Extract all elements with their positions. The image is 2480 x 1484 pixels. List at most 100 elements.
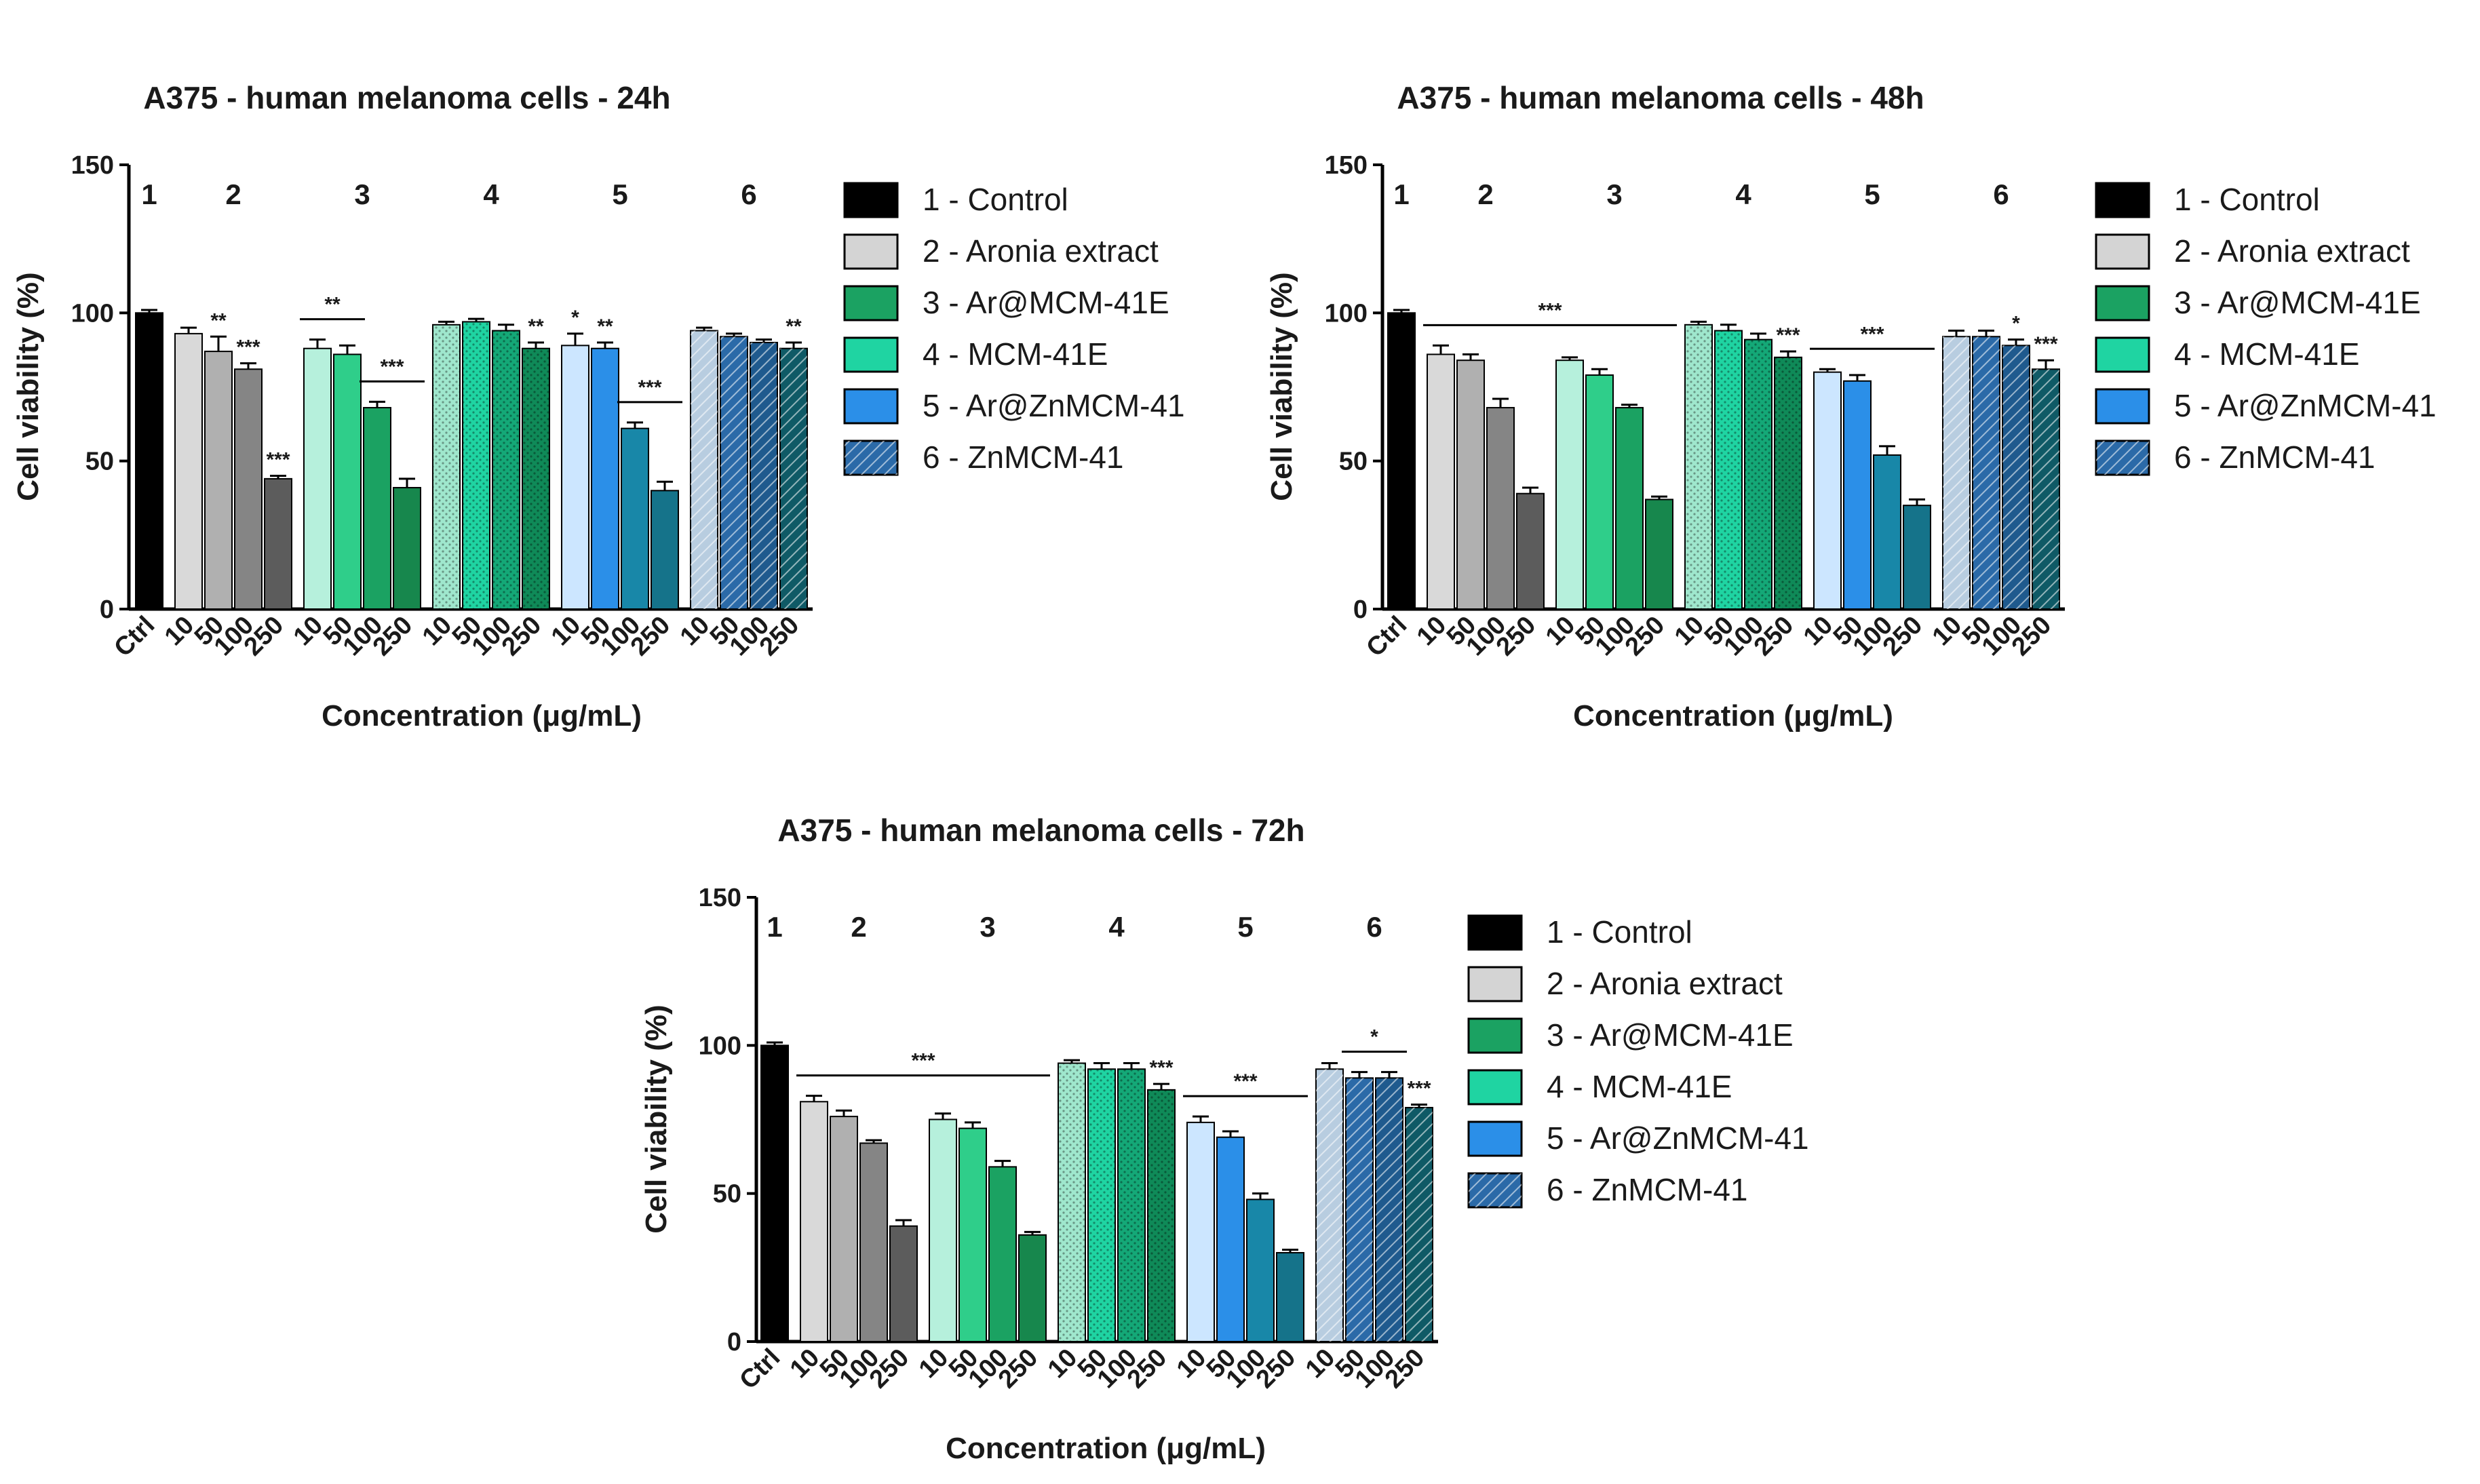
significance-label: ***	[236, 336, 260, 359]
legend-swatch	[2095, 182, 2150, 218]
y-axis-title: Cell viability (%)	[1265, 272, 1298, 501]
y-tick-label: 50	[85, 448, 114, 476]
significance-label: *	[2012, 313, 2020, 335]
bar-hatch-pattern	[720, 336, 748, 609]
y-tick-label: 150	[1325, 151, 1368, 180]
significance-label: ***	[1860, 323, 1884, 345]
bar-dot-pattern	[433, 324, 460, 609]
significance-label: ***	[1407, 1078, 1431, 1100]
group-number-label: 2	[225, 178, 241, 210]
legend-label: 1 - Control	[1547, 914, 1692, 950]
x-axis-title: Concentration (μg/mL)	[946, 1432, 1266, 1465]
bar	[1585, 374, 1614, 610]
bar	[1843, 380, 1872, 610]
legend-swatch	[1467, 1069, 1523, 1106]
group-number-label: 3	[1606, 178, 1622, 210]
bar	[1216, 1136, 1245, 1342]
legend-swatch	[2095, 336, 2150, 373]
y-tick-label: 0	[100, 595, 114, 624]
bar	[859, 1142, 888, 1343]
bar-dot-pattern	[1775, 357, 1802, 609]
legend-swatch	[1467, 1120, 1523, 1157]
bar	[561, 345, 589, 610]
legend-swatch-hatch	[2096, 441, 2149, 475]
bar	[651, 490, 679, 610]
bar-dot-pattern	[1118, 1069, 1145, 1342]
significance-label: **	[324, 294, 341, 316]
group-number-label: 6	[1993, 178, 2009, 210]
significance-label: ***	[1538, 299, 1562, 321]
legend-label: 2 - Aronia extract	[1547, 966, 1783, 1001]
group-number-label: 1	[141, 178, 157, 210]
bar	[1873, 454, 1901, 610]
legend-swatch	[2095, 388, 2150, 425]
legend-swatch	[843, 336, 899, 373]
y-tick-label: 150	[71, 151, 114, 180]
bar-hatch-pattern	[1316, 1069, 1343, 1342]
legend-label: 2 - Aronia extract	[2174, 233, 2410, 269]
chart-title: A375 - human melanoma cells - 48h	[1397, 80, 1924, 115]
significance-label: ***	[1149, 1057, 1173, 1079]
y-tick-label: 100	[1325, 299, 1368, 328]
bar	[958, 1127, 987, 1342]
bar	[760, 1044, 789, 1343]
legend-swatch	[843, 388, 899, 425]
bar	[264, 477, 292, 610]
legend-label: 3 - Ar@MCM-41E	[1547, 1017, 1794, 1053]
y-tick-label: 150	[699, 884, 741, 912]
bar	[988, 1166, 1017, 1343]
legend-24h: 1 - Control 2 - Aronia extract 3 - Ar@MCM-…	[843, 182, 1185, 476]
bar-hatch-pattern	[2032, 369, 2059, 609]
significance-label: **	[597, 315, 613, 338]
significance-label: ***	[1233, 1070, 1257, 1093]
bar-hatch-pattern	[1376, 1078, 1403, 1342]
legend-label: 1 - Control	[2174, 182, 2320, 217]
bar	[1186, 1121, 1215, 1343]
legend-72h: 1 - Control 2 - Aronia extract 3 - Ar@MCM-…	[1467, 914, 1809, 1209]
legend-label: 6 - ZnMCM-41	[2174, 440, 2375, 475]
x-tick-label: Ctrl	[734, 1344, 786, 1395]
bar-dot-pattern	[1685, 324, 1712, 609]
legend-label: 4 - MCM-41E	[1547, 1069, 1732, 1104]
group-number-label: 5	[612, 178, 627, 210]
bar	[1645, 499, 1673, 610]
bar-hatch-pattern	[1973, 336, 2000, 609]
bar-dot-pattern	[1745, 339, 1772, 609]
chart-title: A375 - human melanoma cells - 72h	[777, 813, 1304, 848]
chart-48h: A375 - human melanoma cells - 48h Cell v…	[1265, 80, 2065, 733]
chart-24h: A375 - human melanoma cells - 24h Cell v…	[12, 80, 813, 733]
significance-label: **	[786, 315, 802, 338]
significance-label: **	[528, 315, 544, 338]
y-axis-title: Cell viability (%)	[12, 272, 45, 501]
bar-hatch-pattern	[780, 348, 807, 609]
legend-label: 3 - Ar@MCM-41E	[2174, 285, 2421, 320]
legend-swatch	[1467, 914, 1523, 951]
significance-label: ***	[266, 449, 290, 471]
significance-label: *	[1370, 1026, 1378, 1049]
group-number-label: 6	[1366, 911, 1382, 943]
group-number-label: 4	[1735, 178, 1751, 210]
bar	[1486, 407, 1515, 610]
significance-label: **	[210, 309, 227, 332]
group-number-label: 3	[980, 911, 995, 943]
group-number-label: 6	[741, 178, 756, 210]
legend-swatch	[843, 182, 899, 218]
group-number-label: 1	[1393, 178, 1409, 210]
bar-dot-pattern	[492, 330, 520, 609]
bar	[1456, 359, 1485, 610]
bar	[363, 407, 391, 610]
group-number-label: 3	[354, 178, 370, 210]
group-number-label: 5	[1864, 178, 1880, 210]
bar-dot-pattern	[522, 348, 549, 609]
bar-dot-pattern	[1148, 1089, 1175, 1342]
legend-label: 6 - ZnMCM-41	[923, 440, 1123, 475]
legend-swatch	[1467, 966, 1523, 1002]
bar-hatch-pattern	[691, 330, 718, 609]
legend-label: 2 - Aronia extract	[923, 233, 1159, 269]
significance-label: ***	[380, 355, 404, 378]
y-axis-title: Cell viability (%)	[640, 1004, 673, 1233]
group-number-label: 2	[851, 911, 866, 943]
bar	[621, 427, 649, 610]
bar	[1516, 492, 1545, 610]
